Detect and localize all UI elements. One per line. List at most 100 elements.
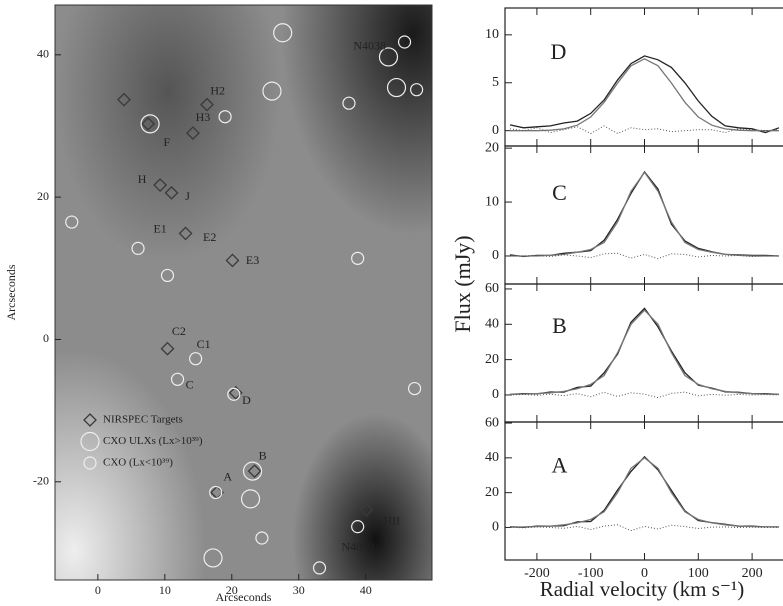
y-tick-label: 60 (485, 281, 499, 296)
panel-label: B (552, 313, 567, 338)
y-tick-label: 10 (485, 194, 499, 209)
annotation: F (163, 135, 170, 149)
circle-marker (227, 387, 241, 401)
diamond-marker (247, 464, 262, 479)
panel-label: A (552, 452, 568, 477)
image-frame (54, 4, 433, 581)
image-axes: 0 10 20 30 40 -20 0 20 40 Arcseconds Arcseconds (4, 47, 372, 604)
spectrum-line (509, 309, 780, 396)
circle-marker (407, 381, 422, 396)
circle-marker (342, 96, 356, 110)
x-tick-label: 100 (688, 566, 709, 581)
x-axis-label: Radial velocity (km s⁻¹) (540, 577, 745, 601)
annotation: H (138, 172, 147, 186)
spectrum-line (510, 252, 779, 260)
diamond-marker (83, 413, 97, 427)
y-tick-label: 20 (485, 140, 499, 155)
spectrum-line (509, 524, 780, 532)
panel-label: C (552, 180, 567, 205)
y-axis-label: Flux (mJy) (450, 235, 475, 332)
legend-label: CXO ULXs (Lx>10³⁹) (103, 435, 203, 447)
legend-label: CXO (Lx<10³⁹) (103, 457, 173, 469)
image-shade (55, 5, 432, 580)
circle-marker (209, 485, 223, 500)
circle-marker (160, 268, 175, 283)
circle-marker (255, 531, 269, 545)
x-tick-label: 30 (293, 583, 305, 597)
y-tick-label: 5 (492, 75, 499, 90)
spectra: 0 5 10 D 0 10 20 C 0 20 40 60 B 0 20 40 60 A -200 -100 0 100 2… (450, 7, 783, 601)
diamond-marker (225, 253, 240, 268)
circle-marker (218, 110, 232, 124)
annotation: C (186, 377, 194, 391)
annotation: C2 (172, 324, 186, 338)
circle-marker (189, 352, 203, 366)
annotation: H2 (210, 84, 225, 98)
y-tick-label: 0 (492, 123, 499, 138)
diamond-marker (228, 385, 243, 400)
annotation: C1 (197, 337, 211, 351)
circle-marker (170, 372, 185, 386)
y-tick-label: 0 (492, 387, 499, 402)
y-tick-label: 60 (485, 415, 499, 430)
circle-marker (131, 241, 145, 255)
y-tick-label: 40 (485, 450, 499, 465)
annotation: H3 (196, 110, 211, 124)
circle-marker (351, 520, 365, 534)
spectrum-line (509, 456, 780, 528)
diamond-marker (178, 226, 193, 241)
circle-marker (397, 35, 412, 49)
y-tick-label: -20 (33, 474, 49, 488)
circle-marker (140, 114, 160, 134)
annotation: B (259, 449, 267, 463)
circle-marker (378, 47, 399, 67)
y-tick-label: 20 (37, 189, 49, 203)
x-axis-label: Arcseconds (216, 590, 272, 604)
y-tick-label: 20 (485, 352, 499, 367)
panel-frame (504, 145, 783, 285)
y-axis-label: Arcseconds (4, 264, 18, 320)
diamond-marker (200, 97, 214, 112)
x-tick-label: 0 (641, 566, 648, 581)
legend-label: NIRSPEC Targets (103, 414, 183, 426)
x-tick-label: 20 (226, 583, 238, 597)
x-tick-label: 10 (159, 583, 171, 597)
diamond-marker (359, 502, 374, 517)
circle-marker (351, 251, 365, 265)
circle-marker (386, 77, 407, 98)
circle-marker (273, 23, 293, 43)
panel-frame (504, 7, 783, 147)
circle-marker (80, 431, 100, 452)
panel-frame (504, 283, 783, 423)
circle-marker (83, 456, 97, 470)
circle-marker (65, 215, 79, 229)
spectrum-line (510, 58, 779, 132)
y-tick-label: 0 (43, 331, 49, 345)
spectrum-line (510, 171, 779, 257)
annotation: N4039 (341, 540, 374, 554)
annotation: E2 (203, 230, 216, 244)
image-panel (54, 4, 433, 581)
spectrum-line (509, 55, 780, 134)
spectrum-line (509, 170, 780, 258)
diamond-marker (164, 185, 179, 200)
y-tick-label: 40 (37, 47, 49, 61)
y-tick-label: 20 (485, 485, 499, 500)
annotation: A (223, 469, 232, 483)
x-tick-label: 0 (95, 583, 101, 597)
diamond-marker (153, 178, 168, 192)
y-tick-label: 0 (492, 520, 499, 535)
annotation: D (242, 393, 251, 407)
annotation: J (185, 189, 190, 203)
diamond-marker (117, 92, 131, 107)
circle-marker (262, 81, 282, 101)
x-tick-label: 200 (742, 566, 763, 581)
annotation: E1 (153, 222, 166, 236)
diamond-marker (186, 126, 200, 141)
y-tick-label: 0 (492, 248, 499, 263)
x-tick-label: -200 (524, 566, 550, 581)
diamond-marker (141, 116, 155, 131)
annotation: E3 (246, 253, 259, 267)
panel-label: D (550, 39, 566, 64)
